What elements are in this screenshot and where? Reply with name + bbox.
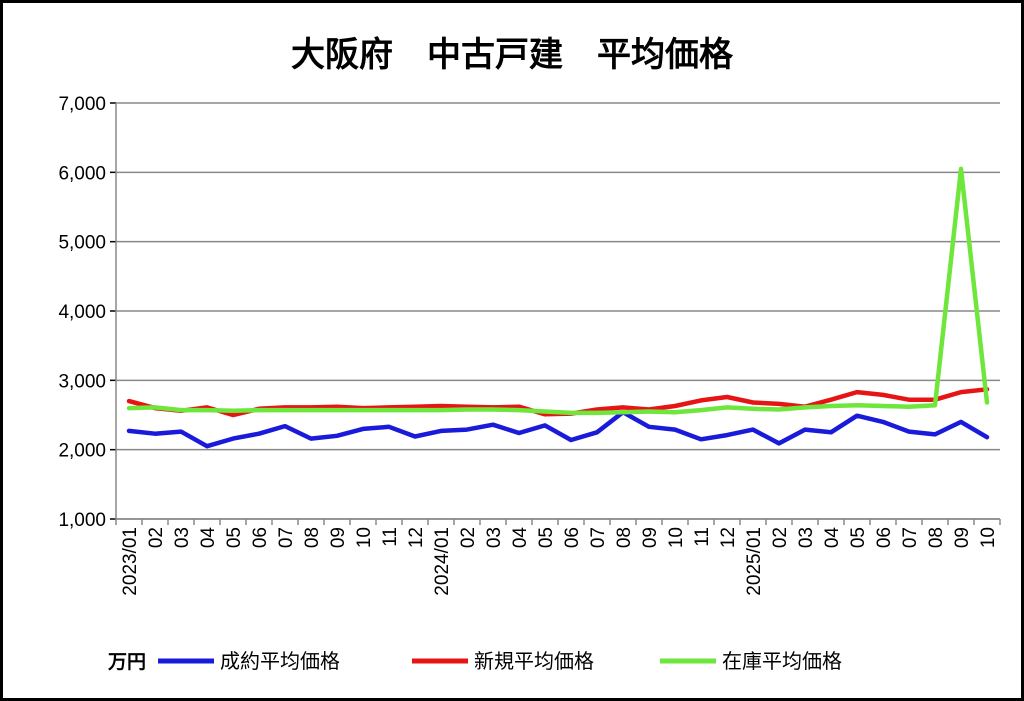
x-tick-label: 02: [770, 527, 791, 548]
x-tick-label: 07: [588, 527, 609, 548]
legend: 万円 成約平均価格 新規平均価格 在庫平均価格: [107, 649, 842, 673]
x-tick-label: 12: [406, 527, 427, 548]
x-tick-label: 02: [458, 527, 479, 548]
x-tick-label: 12: [718, 527, 739, 548]
x-tick-label: 05: [224, 527, 245, 548]
x-tick-label: 09: [952, 527, 973, 548]
x-tick-label: 04: [510, 527, 531, 549]
x-tick-label: 09: [640, 527, 661, 548]
x-tick-label: 08: [926, 527, 947, 548]
y-tick-label: 5,000: [58, 233, 106, 254]
y-tick-label: 6,000: [58, 163, 106, 184]
x-tick-label: 03: [484, 527, 505, 548]
series-line-1: [126, 409, 990, 449]
x-tick-label: 06: [250, 527, 271, 548]
legend-label-3: 在庫平均価格: [722, 649, 842, 673]
x-tick-label: 08: [302, 527, 323, 548]
x-tick-label: 2024/01: [432, 527, 453, 596]
legend-label-2: 新規平均価格: [474, 649, 594, 673]
x-tick-label: 2023/01: [120, 527, 141, 596]
y-tick-label: 4,000: [58, 302, 106, 323]
x-tick-label: 03: [172, 527, 193, 548]
gridlines: [116, 102, 1000, 520]
x-tick-label: 07: [900, 527, 921, 548]
x-tick-label: 03: [796, 527, 817, 548]
x-tick-label: 05: [536, 527, 557, 548]
x-tick-label: 09: [328, 527, 349, 548]
x-tick-label: 11: [692, 527, 713, 547]
x-tick-label: 08: [614, 527, 635, 548]
x-tick-label: 2025/01: [744, 527, 765, 596]
x-tick-label: 10: [666, 527, 687, 548]
x-tick-label: 10: [354, 527, 375, 548]
y-tick-label: 7,000: [58, 94, 106, 115]
chart-title: 大阪府 中古戸建 平均価格: [291, 35, 734, 75]
x-tick-label: 02: [146, 527, 167, 548]
series-line-3: [126, 166, 990, 416]
x-tick-label: 10: [978, 527, 999, 548]
x-tick-label: 07: [276, 527, 297, 548]
y-tick-label: 3,000: [58, 371, 106, 392]
plot-area: [126, 166, 990, 449]
y-axis: 1,000 2,000 3,000 4,000 5,000 6,000 7,000: [58, 94, 117, 531]
unit-label: 万円: [107, 651, 146, 673]
x-tick-label: 04: [198, 527, 219, 549]
x-tick-label: 04: [822, 527, 843, 549]
y-tick-label: 2,000: [58, 441, 106, 462]
legend-label-1: 成約平均価格: [220, 649, 340, 673]
y-tick-label: 1,000: [58, 510, 106, 531]
x-axis: 2023/01 02 03 04 05 06 07 08 09 10 11 12 2024/01 02 03…: [115, 518, 1001, 596]
x-tick-label: 05: [848, 527, 869, 548]
x-tick-label: 06: [874, 527, 895, 548]
x-tick-label: 06: [562, 527, 583, 548]
x-tick-label: 11: [380, 527, 401, 547]
